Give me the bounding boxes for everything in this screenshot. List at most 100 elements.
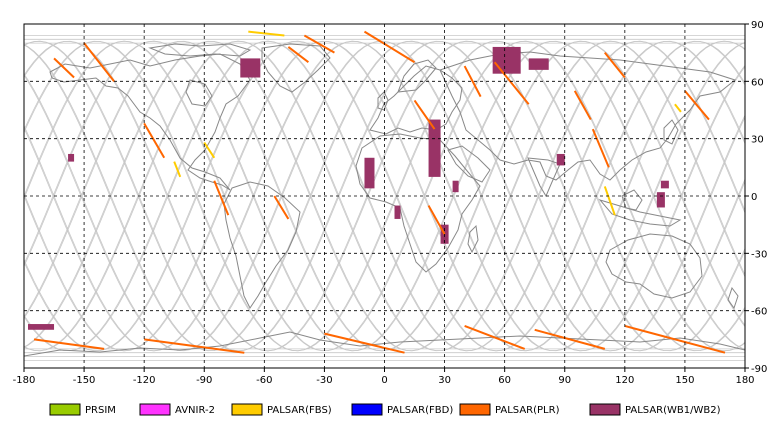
y-tick-label: 90 bbox=[751, 20, 764, 31]
x-tick-label: -180 bbox=[13, 375, 36, 386]
legend-label: PRSIM bbox=[85, 405, 116, 416]
orbit-track bbox=[24, 40, 745, 352]
coastline-new-zealand bbox=[727, 286, 739, 310]
legend-label: AVNIR-2 bbox=[175, 405, 215, 416]
y-axis-ticks: 90 60 30 0 -30 -60 -90 bbox=[745, 20, 767, 375]
plr-observation-track bbox=[303, 34, 335, 54]
wb-observation-swath bbox=[528, 58, 549, 70]
coastline-borneo bbox=[621, 189, 643, 211]
x-axis-ticks: -180 -150 -120 -90 -60 -30 0 30 60 90 120 150 180 bbox=[13, 368, 755, 386]
orbit-tracks bbox=[24, 40, 745, 352]
plr-observation-track bbox=[464, 325, 526, 350]
wb-observation-swath bbox=[68, 153, 75, 162]
x-tick-label: -120 bbox=[133, 375, 156, 386]
plr-observation-track bbox=[534, 328, 606, 350]
orbit-track bbox=[24, 40, 745, 352]
fbs-observation-track bbox=[203, 141, 216, 159]
legend-swatch bbox=[231, 403, 263, 416]
fbs-observation-track bbox=[603, 186, 616, 216]
coastline-asia bbox=[439, 51, 737, 181]
coastline-arctic-islands bbox=[148, 43, 252, 57]
plr-observation-track bbox=[591, 128, 610, 168]
coastline-north-america bbox=[49, 53, 251, 191]
graticule-grid bbox=[24, 24, 745, 368]
x-tick-label: 150 bbox=[675, 375, 694, 386]
wb-observation-swath bbox=[394, 205, 401, 219]
orbit-track bbox=[24, 40, 745, 352]
y-tick-label: -60 bbox=[751, 307, 767, 318]
plr-observation-track bbox=[273, 195, 290, 220]
legend-swatch bbox=[589, 403, 621, 416]
orbit-track bbox=[24, 40, 745, 352]
wb-observation-swath bbox=[556, 153, 565, 166]
orbit-track bbox=[24, 40, 745, 352]
plr-observation-track bbox=[684, 90, 710, 121]
orbit-track bbox=[24, 40, 745, 352]
y-tick-label: -90 bbox=[751, 364, 767, 375]
x-tick-label: -30 bbox=[316, 375, 332, 386]
x-tick-label: 180 bbox=[735, 375, 754, 386]
wb-observation-swath bbox=[240, 58, 261, 78]
plr-observations bbox=[33, 30, 726, 354]
wb-observation-swath bbox=[492, 46, 521, 74]
plr-observation-track bbox=[287, 46, 310, 64]
y-tick-label: 0 bbox=[751, 192, 757, 203]
legend-swatch bbox=[139, 403, 171, 416]
legend-swatch bbox=[459, 403, 491, 416]
orbit-track bbox=[24, 40, 745, 352]
plr-observation-track bbox=[143, 122, 166, 159]
wb-observation-swath bbox=[28, 324, 55, 330]
legend-label: PALSAR(PLR) bbox=[495, 405, 560, 416]
coastlines bbox=[24, 43, 745, 357]
wb-observation-swath bbox=[452, 180, 459, 193]
y-tick-label: 60 bbox=[751, 77, 764, 88]
x-tick-label: 90 bbox=[558, 375, 571, 386]
legend-swatch bbox=[49, 403, 81, 416]
coastline-madagascar bbox=[467, 224, 479, 254]
coastline-uk bbox=[377, 91, 389, 111]
legend-label: PALSAR(FBD) bbox=[387, 405, 453, 416]
y-tick-label: 30 bbox=[751, 135, 764, 146]
plr-observation-track bbox=[324, 332, 405, 354]
plr-observation-track bbox=[33, 338, 105, 350]
wb-observation-swath bbox=[656, 192, 665, 208]
coastline-india bbox=[527, 157, 561, 198]
legend-label: PALSAR(WB1/WB2) bbox=[625, 405, 721, 416]
plr-observation-track bbox=[144, 338, 245, 354]
coastline-arabia bbox=[447, 145, 491, 183]
plr-observation-track bbox=[463, 65, 482, 98]
coastline-hudson-bay bbox=[185, 79, 213, 107]
wb-observation-swath bbox=[428, 119, 441, 177]
fbs-observation-track bbox=[248, 30, 285, 37]
fbs-observations bbox=[173, 30, 682, 216]
plr-observation-track bbox=[413, 99, 436, 130]
coastline-europe bbox=[369, 65, 463, 135]
legend-swatch bbox=[351, 403, 383, 416]
plr-observation-track bbox=[53, 57, 75, 79]
x-tick-label: 120 bbox=[615, 375, 634, 386]
y-tick-label: -30 bbox=[751, 249, 767, 260]
plr-observation-track bbox=[624, 324, 726, 354]
coastline-scandinavia bbox=[397, 59, 437, 93]
wb-observation-swath bbox=[660, 180, 669, 189]
fbs-observation-track bbox=[674, 103, 682, 113]
wb-observations bbox=[28, 46, 669, 330]
x-tick-label: -150 bbox=[73, 375, 96, 386]
legend: PRSIM AVNIR-2 PALSAR(FBS) PALSAR(FBD) PALSAR… bbox=[49, 403, 721, 416]
orbit-track bbox=[24, 40, 745, 352]
plr-observation-track bbox=[427, 205, 446, 235]
plr-observation-track bbox=[604, 52, 626, 79]
fbs-observation-track bbox=[173, 161, 182, 178]
plr-observation-track bbox=[493, 61, 530, 105]
wb-observation-swath bbox=[364, 157, 375, 189]
coastline-antarctica bbox=[24, 331, 745, 357]
orbit-track bbox=[24, 40, 745, 352]
coastline-greenland bbox=[261, 43, 331, 93]
x-tick-label: -60 bbox=[256, 375, 272, 386]
plr-observation-track bbox=[83, 42, 115, 82]
x-tick-label: -90 bbox=[196, 375, 212, 386]
plr-observation-track bbox=[573, 90, 592, 121]
orbit-track bbox=[24, 40, 745, 352]
legend-label: PALSAR(FBS) bbox=[267, 405, 332, 416]
coastline-japan bbox=[663, 119, 679, 145]
